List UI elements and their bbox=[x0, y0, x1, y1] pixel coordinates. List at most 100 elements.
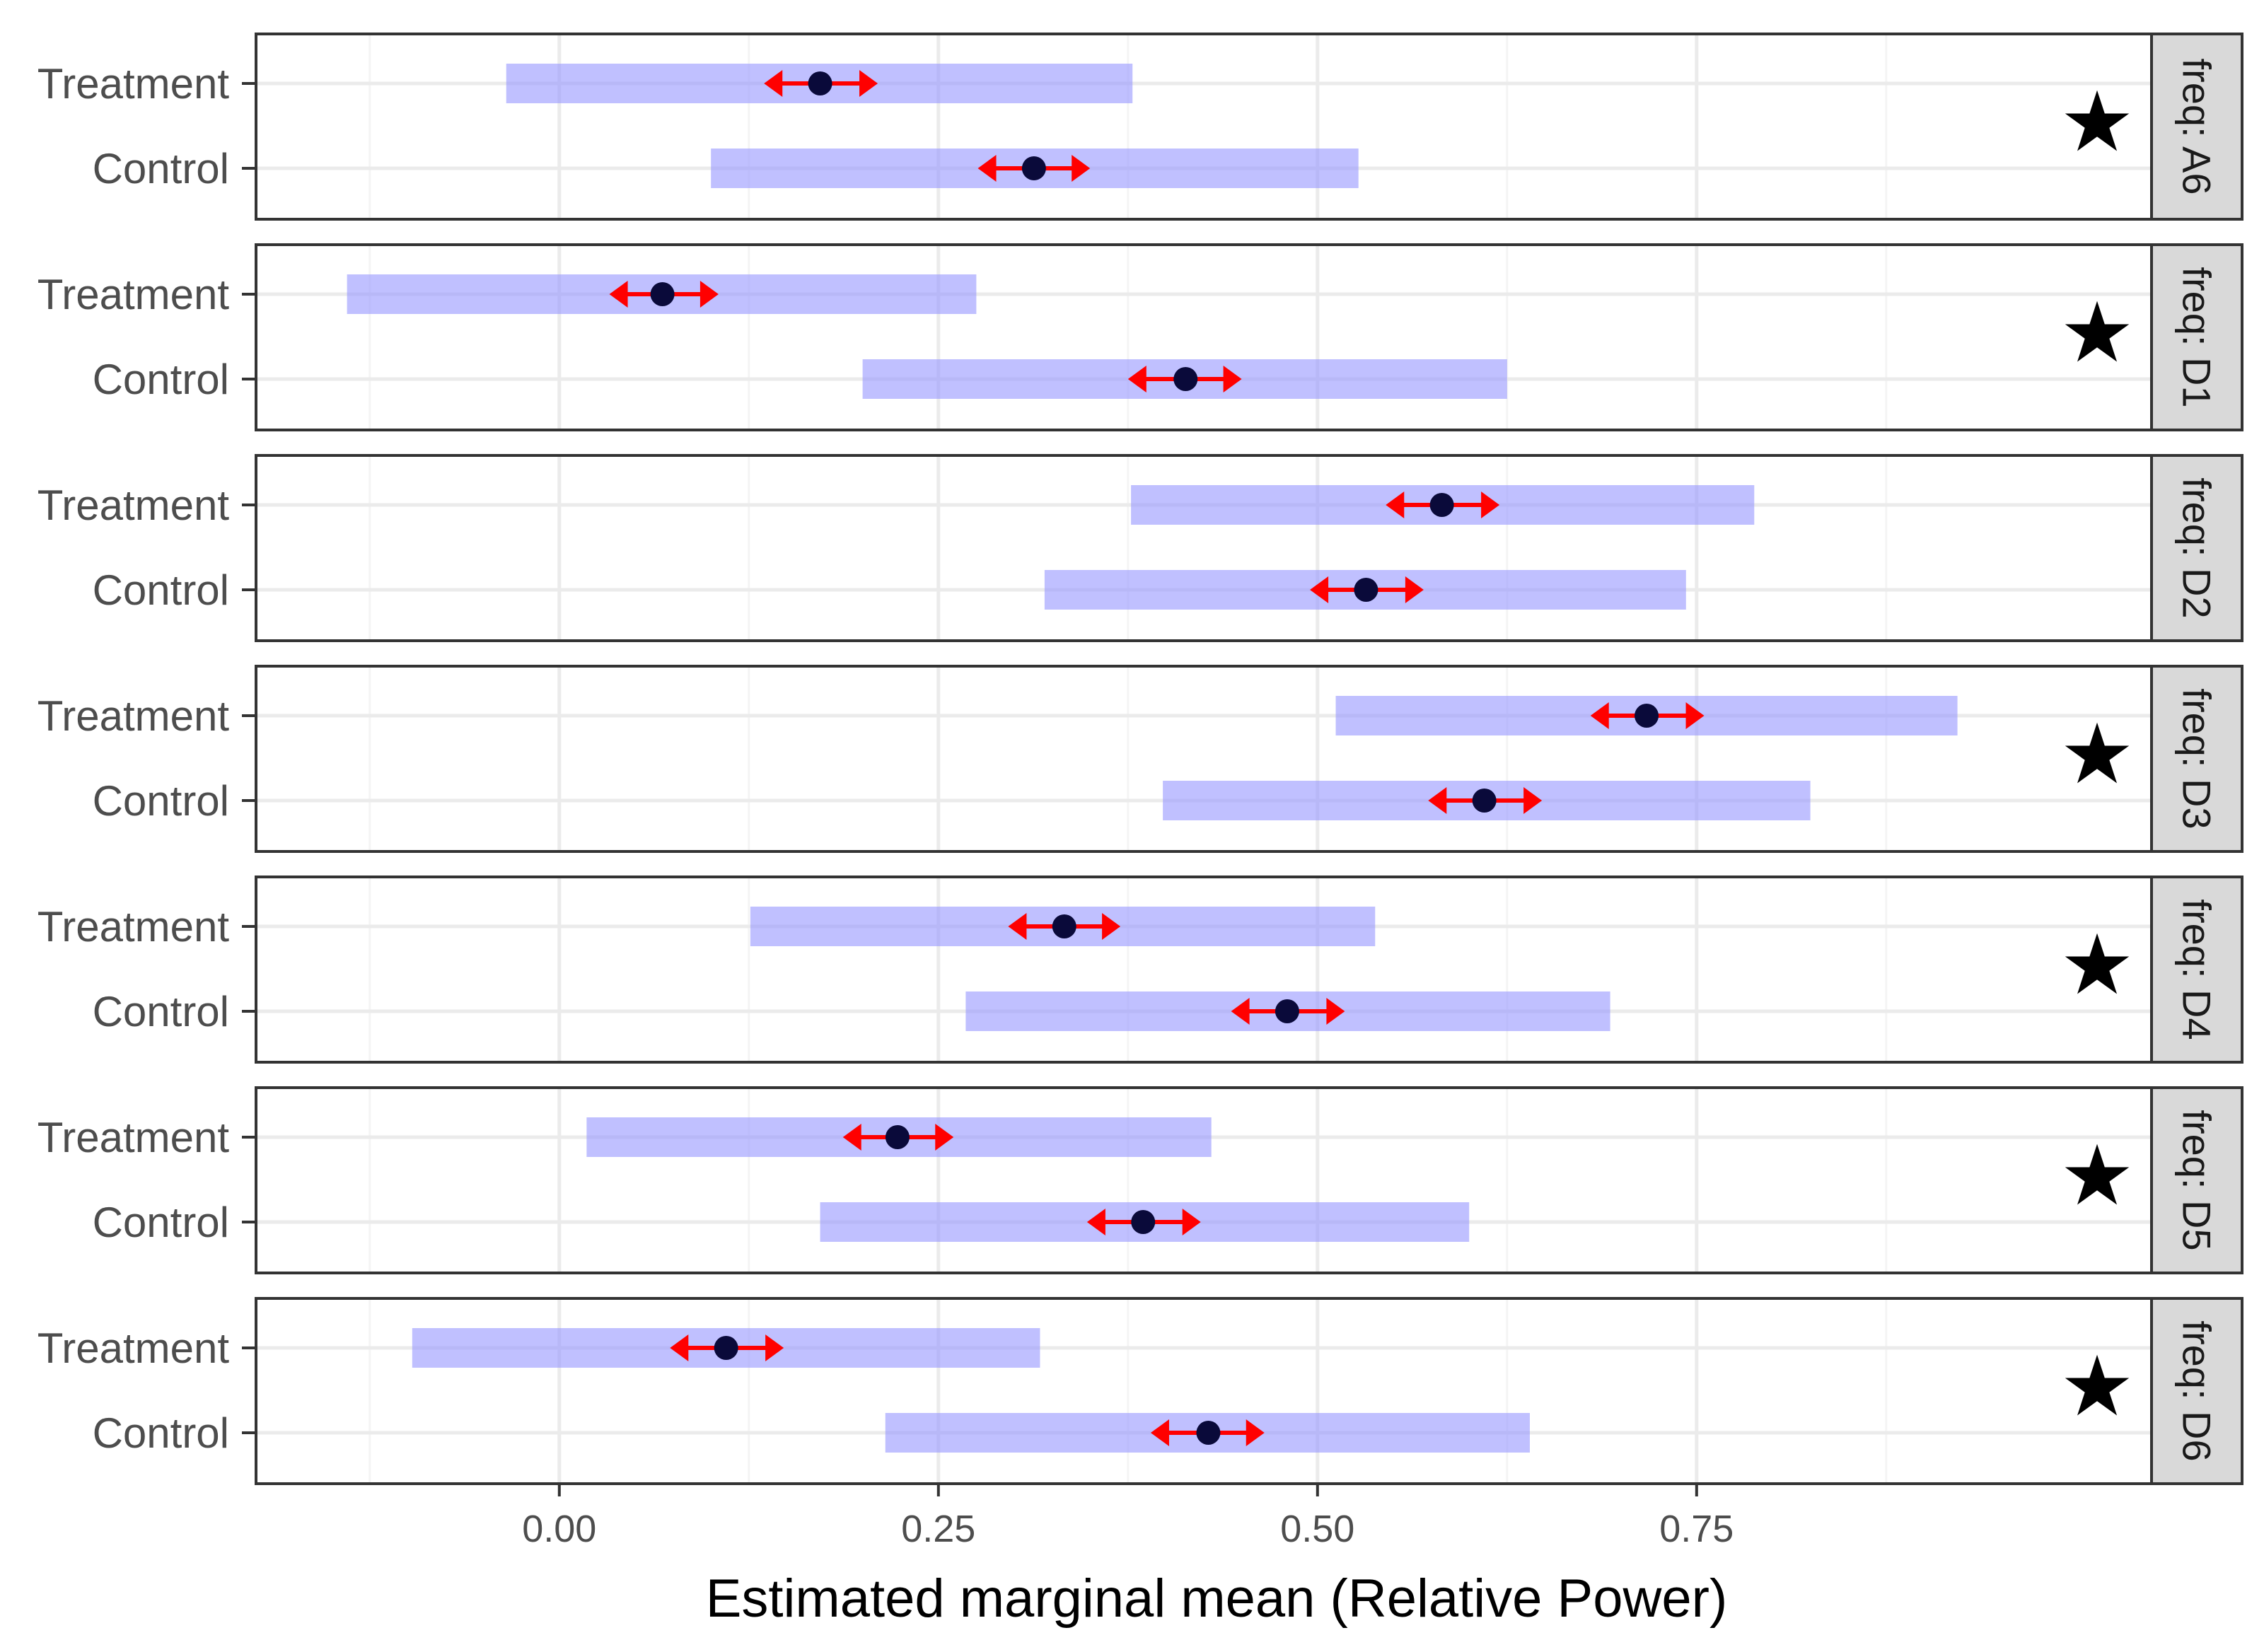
comparison-arrow-left bbox=[1590, 702, 1609, 729]
y-tick-label-control: Control bbox=[93, 145, 229, 192]
facet-panel-freq-d6: Treatment Control ★ freq: D6 bbox=[37, 1297, 2243, 1485]
comparison-arrow-right bbox=[1246, 1419, 1265, 1446]
comparison-arrow-right bbox=[1326, 998, 1345, 1025]
facet-strip-label: freq: D5 bbox=[2175, 1110, 2219, 1250]
comparison-arrow-left bbox=[1150, 1419, 1169, 1446]
estimate-point bbox=[1173, 367, 1198, 391]
facet-strip bbox=[2150, 33, 2243, 221]
y-tick-label-treatment: Treatment bbox=[37, 1114, 230, 1161]
panel-background bbox=[256, 1088, 2152, 1273]
estimate-point bbox=[1131, 1210, 1156, 1234]
comparison-arrow-left bbox=[1310, 576, 1329, 603]
estimate-point bbox=[1354, 578, 1378, 602]
facet-strip-label: freq: D4 bbox=[2175, 899, 2219, 1040]
comparison-arrow-left bbox=[764, 70, 783, 97]
comparison-arrow-right bbox=[1481, 491, 1500, 518]
comparison-arrow-left bbox=[1428, 787, 1447, 814]
row-treatment: Treatment bbox=[37, 903, 1376, 950]
comparison-arrow-left bbox=[1386, 491, 1405, 518]
facet-strip-label: freq: D1 bbox=[2175, 267, 2219, 407]
x-tick-label: 0.75 bbox=[1659, 1508, 1734, 1550]
y-tick-label-control: Control bbox=[93, 1199, 229, 1246]
significance-star-icon: ★ bbox=[2060, 916, 2135, 1013]
row-control: Control bbox=[93, 1409, 1530, 1457]
panel-background bbox=[256, 34, 2152, 219]
x-axis-title: Estimated marginal mean (Relative Power) bbox=[706, 1569, 1728, 1629]
comparison-arrow-right bbox=[1072, 155, 1091, 182]
comparison-arrow-right bbox=[1685, 702, 1705, 729]
panel-background bbox=[256, 877, 2152, 1062]
y-tick-label-control: Control bbox=[93, 566, 229, 614]
row-control: Control bbox=[93, 777, 1811, 825]
estimate-point bbox=[1052, 914, 1076, 938]
significance-star-icon: ★ bbox=[2060, 1337, 2135, 1435]
y-tick-label-treatment: Treatment bbox=[37, 903, 230, 950]
facet-panel-freq-d4: Treatment Control ★ freq: D4 bbox=[37, 876, 2243, 1064]
facet-panels: Treatment Control ★ freq: A6 Treatment Contro… bbox=[37, 33, 2243, 1485]
estimate-point bbox=[1472, 789, 1497, 813]
significance-star-icon: ★ bbox=[2060, 73, 2135, 170]
y-tick-label-treatment: Treatment bbox=[37, 60, 230, 107]
panel-background bbox=[256, 1298, 2152, 1484]
row-treatment: Treatment bbox=[37, 482, 1755, 529]
facet-panel-freq-d1: Treatment Control ★ freq: D1 bbox=[37, 243, 2243, 431]
panel-background bbox=[256, 245, 2152, 430]
comparison-arrow-left bbox=[1008, 913, 1027, 940]
y-tick-label-treatment: Treatment bbox=[37, 482, 230, 529]
row-control: Control bbox=[93, 356, 1507, 403]
facet-strip bbox=[2150, 876, 2243, 1064]
x-axis: 0.00 0.25 0.50 0.75 bbox=[522, 1484, 1734, 1550]
comparison-arrow-right bbox=[935, 1124, 954, 1151]
x-tick-label: 0.25 bbox=[901, 1508, 975, 1550]
comparison-arrow-right bbox=[699, 281, 719, 308]
x-tick-label: 0.00 bbox=[522, 1508, 596, 1550]
significance-star-icon: ★ bbox=[2060, 705, 2135, 803]
comparison-arrow-right bbox=[1223, 366, 1242, 392]
row-control: Control bbox=[93, 566, 1686, 614]
comparison-arrow-right bbox=[1523, 787, 1543, 814]
estimate-point bbox=[714, 1336, 738, 1360]
y-tick-label-control: Control bbox=[93, 356, 229, 403]
facet-strip-label: freq: D3 bbox=[2175, 688, 2219, 829]
estimate-point bbox=[1196, 1421, 1221, 1445]
y-tick-label-control: Control bbox=[93, 1409, 229, 1457]
y-tick-label-control: Control bbox=[93, 988, 229, 1035]
facet-panel-freq-d2: Treatment Control freq: D2 bbox=[37, 454, 2243, 642]
estimate-point bbox=[1021, 156, 1046, 180]
facet-panel-freq-d3: Treatment Control ★ freq: D3 bbox=[37, 665, 2243, 853]
panel-background bbox=[256, 455, 2152, 641]
estimate-point bbox=[1429, 493, 1454, 517]
y-tick-label-treatment: Treatment bbox=[37, 692, 230, 740]
comparison-arrow-left bbox=[977, 155, 997, 182]
row-control: Control bbox=[93, 145, 1359, 192]
comparison-arrow-right bbox=[1102, 913, 1121, 940]
comparison-arrow-left bbox=[1127, 366, 1146, 392]
comparison-arrow-left bbox=[609, 281, 628, 308]
row-treatment: Treatment bbox=[37, 271, 977, 318]
row-control: Control bbox=[93, 1199, 1470, 1246]
facet-strip-label: freq: D6 bbox=[2175, 1320, 2219, 1461]
facet-strip bbox=[2150, 1297, 2243, 1485]
panel-background bbox=[256, 666, 2152, 851]
comparison-arrow-right bbox=[859, 70, 878, 97]
facet-panel-freq-a6: Treatment Control ★ freq: A6 bbox=[37, 33, 2243, 221]
facet-strip-label: freq: D2 bbox=[2175, 477, 2219, 618]
y-tick-label-treatment: Treatment bbox=[37, 1325, 230, 1372]
row-treatment: Treatment bbox=[37, 1114, 1212, 1161]
row-treatment: Treatment bbox=[37, 1325, 1040, 1372]
comparison-arrow-left bbox=[670, 1334, 689, 1361]
significance-star-icon: ★ bbox=[2060, 1127, 2135, 1224]
comparison-arrow-right bbox=[1405, 576, 1424, 603]
facet-strip bbox=[2150, 243, 2243, 431]
estimate-point bbox=[1635, 704, 1659, 728]
row-control: Control bbox=[93, 988, 1610, 1035]
comparison-arrow-right bbox=[1182, 1209, 1201, 1235]
facet-strip bbox=[2150, 454, 2243, 642]
comparison-arrow-left bbox=[842, 1124, 861, 1151]
facet-strip bbox=[2150, 1086, 2243, 1274]
comparison-arrow-right bbox=[765, 1334, 784, 1361]
row-treatment: Treatment bbox=[37, 60, 1133, 107]
estimate-point bbox=[1275, 999, 1299, 1023]
y-tick-label-treatment: Treatment bbox=[37, 271, 230, 318]
